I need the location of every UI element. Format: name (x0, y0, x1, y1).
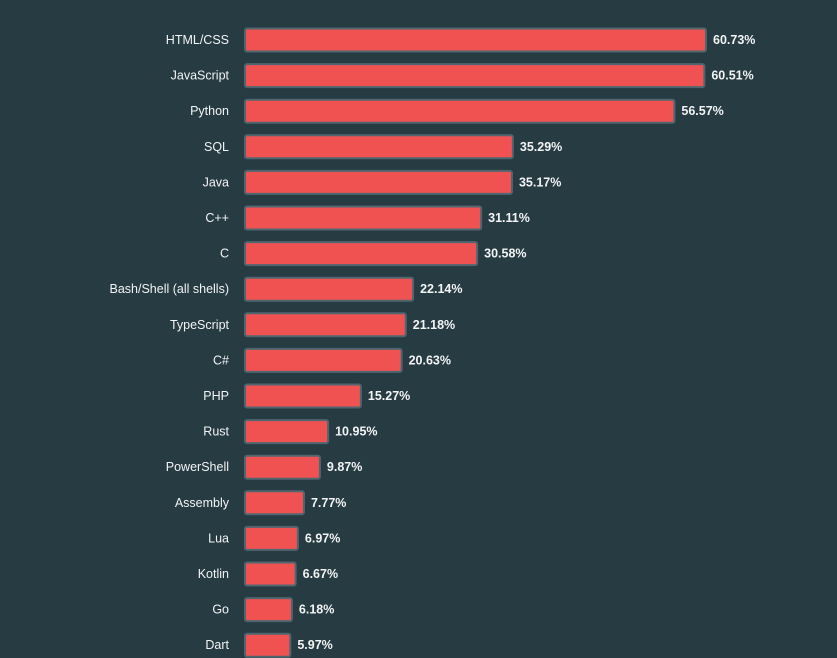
value-label: 30.58% (484, 247, 526, 261)
category-label: Rust (203, 425, 229, 439)
category-label: Bash/Shell (all shells) (110, 282, 230, 296)
bars (244, 27, 707, 658)
value-label: 31.11% (488, 211, 530, 225)
bar (244, 276, 415, 302)
category-label: TypeScript (170, 318, 230, 332)
category-label: C (220, 247, 229, 261)
bar (244, 241, 479, 267)
bar (244, 419, 330, 445)
bar (244, 205, 483, 231)
category-label: C# (213, 353, 229, 367)
value-label: 21.18% (413, 318, 455, 332)
category-label: HTML/CSS (166, 33, 229, 47)
category-label: JavaScript (171, 69, 230, 83)
category-label: Java (203, 175, 229, 189)
category-label: Dart (205, 638, 229, 652)
bar (244, 561, 297, 587)
value-label: 10.95% (335, 425, 377, 439)
value-label: 35.29% (520, 140, 562, 154)
category-label: Go (212, 603, 229, 617)
category-label: PHP (203, 389, 229, 403)
bar (244, 347, 403, 373)
value-label: 22.14% (420, 282, 462, 296)
category-label: SQL (204, 140, 229, 154)
category-label: C++ (205, 211, 229, 225)
bar (244, 525, 299, 551)
bar (244, 98, 676, 124)
bar (244, 632, 292, 658)
value-label: 6.18% (299, 603, 334, 617)
category-label: Lua (208, 531, 229, 545)
value-label: 9.87% (327, 460, 362, 474)
bar (244, 490, 305, 516)
bar (244, 383, 362, 409)
value-label: 6.67% (303, 567, 338, 581)
category-label: Assembly (175, 496, 230, 510)
value-label: 35.17% (519, 175, 561, 189)
bar (244, 134, 514, 160)
bar (244, 312, 407, 338)
value-label: 56.57% (681, 104, 723, 118)
value-label: 60.51% (711, 69, 753, 83)
bar (244, 27, 707, 53)
value-labels: 60.73% 60.51% 56.57% 35.29% 35.17% 31.11% 30.5… (297, 33, 755, 652)
bar (244, 454, 321, 480)
category-labels: HTML/CSS JavaScript Python SQL Java C++ C Bash/… (110, 33, 230, 652)
value-label: 60.73% (713, 33, 755, 47)
bar (244, 63, 706, 89)
bar (244, 169, 513, 195)
category-label: PowerShell (166, 460, 229, 474)
value-label: 20.63% (409, 353, 451, 367)
bar (244, 597, 293, 623)
category-label: Python (190, 104, 229, 118)
value-label: 7.77% (311, 496, 346, 510)
value-label: 5.97% (297, 638, 332, 652)
value-label: 6.97% (305, 531, 340, 545)
category-label: Kotlin (198, 567, 229, 581)
value-label: 15.27% (368, 389, 410, 403)
